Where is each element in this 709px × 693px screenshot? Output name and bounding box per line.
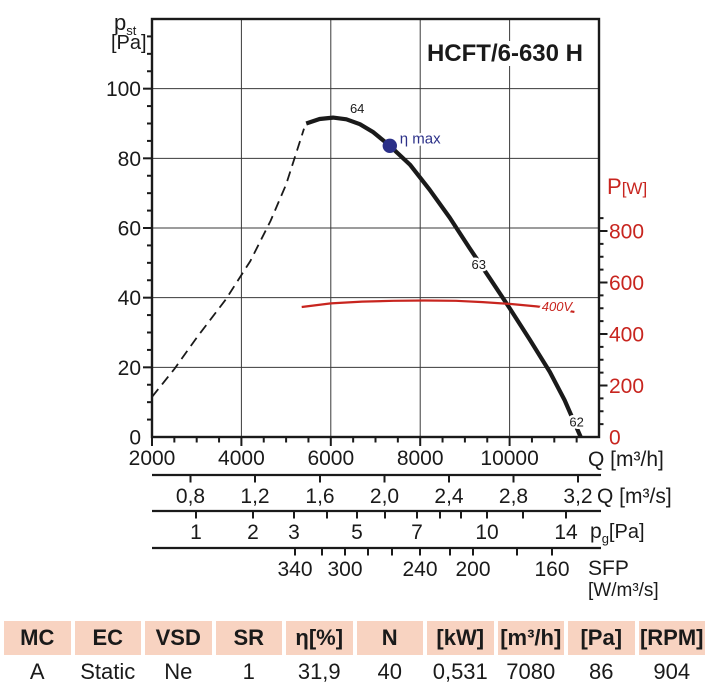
svg-text:80: 80	[118, 148, 141, 171]
svg-text:pst: pst	[114, 10, 137, 38]
svg-text:P[W]: P[W]	[607, 174, 647, 199]
svg-text:[W/m³/s]: [W/m³/s]	[588, 580, 659, 601]
svg-text:2,4: 2,4	[434, 485, 464, 508]
cell-vsd: Ne	[145, 655, 212, 689]
cell-eta: 31,9	[286, 655, 353, 689]
svg-text:20: 20	[118, 357, 141, 380]
svg-text:[Pa]: [Pa]	[111, 32, 147, 54]
chart-title: HCFT/6-630 H	[423, 37, 586, 71]
svg-text:340: 340	[277, 558, 312, 581]
cell-n: 40	[356, 655, 423, 689]
eta-max-marker	[382, 138, 398, 153]
svg-text:800: 800	[609, 221, 644, 244]
left-axis: 0 20 40 60 80 100 pst[Pa]	[106, 10, 151, 450]
cell-kw: 0,531	[427, 655, 494, 689]
svg-text:η max: η max	[400, 130, 441, 147]
col-header-eta: η[%]	[286, 621, 353, 655]
svg-text:SFP: SFP	[588, 557, 629, 580]
svg-text:300: 300	[327, 558, 362, 581]
col-header-rpm: [RPM]	[638, 621, 705, 655]
svg-text:1: 1	[190, 521, 202, 544]
col-header-m3h: [m³/h]	[497, 621, 564, 655]
svg-text:14: 14	[554, 521, 578, 544]
svg-text:1,6: 1,6	[305, 485, 334, 508]
svg-text:100: 100	[106, 78, 141, 101]
svg-text:3,2: 3,2	[563, 485, 592, 508]
right-axis: 0 200 400 600 800 P[W]	[600, 174, 647, 450]
svg-text:Q [m³/h]: Q [m³/h]	[588, 448, 664, 471]
svg-text:400: 400	[609, 324, 644, 347]
fan-curve	[305, 115, 583, 438]
svg-text:63: 63	[472, 257, 486, 272]
cell-pa: 86	[568, 655, 635, 689]
svg-text:3: 3	[288, 521, 300, 544]
col-header-n: N	[356, 621, 423, 655]
svg-text:2: 2	[247, 521, 259, 544]
cell-sr: 1	[215, 655, 282, 689]
svg-text:2000: 2000	[129, 447, 176, 470]
svg-text:60: 60	[118, 218, 141, 241]
col-header-pa: [Pa]	[568, 621, 635, 655]
svg-text:10: 10	[475, 521, 498, 544]
x-axis: 2000 4000 6000 8000 10000 Q [m³/h]	[129, 438, 664, 471]
svg-text:200: 200	[609, 375, 644, 398]
svg-text:1,2: 1,2	[240, 485, 269, 508]
sub-axis-dynamic-pressure: 1 2 3 5 7 10 14 pg[Pa]	[152, 509, 645, 546]
svg-text:8000: 8000	[397, 447, 444, 470]
svg-text:400V: 400V	[542, 299, 574, 314]
svg-text:62: 62	[569, 414, 583, 429]
svg-text:Q [m³/s]: Q [m³/s]	[597, 485, 672, 508]
svg-text:7: 7	[411, 521, 423, 544]
sub-axis-flow-m3s: 0,8 1,2 1,6 2,0 2,4 2,8 3,2 Q [m³/s]	[152, 473, 672, 508]
plot-border	[150, 17, 601, 439]
col-header-vsd: VSD	[145, 621, 212, 655]
col-header-ec: EC	[74, 621, 141, 655]
sub-axis-sfp: 340 300 240 200 160 SFP[W/m³/s]	[152, 546, 659, 601]
col-header-mc: MC	[4, 621, 71, 655]
svg-text:5: 5	[351, 521, 363, 544]
cell-mc: A	[4, 655, 71, 689]
performance-table: MC EC VSD SR η[%] N [kW] [m³/h] [Pa] [RP…	[0, 621, 709, 689]
grid	[152, 19, 599, 437]
col-header-sr: SR	[215, 621, 282, 655]
svg-text:0: 0	[609, 427, 621, 450]
curve-labels: 64 63 62 400V	[347, 98, 586, 431]
svg-text:2,8: 2,8	[499, 485, 528, 508]
svg-text:6000: 6000	[307, 447, 354, 470]
svg-text:160: 160	[534, 558, 569, 581]
svg-text:pg[Pa]: pg[Pa]	[590, 520, 645, 546]
svg-text:40: 40	[118, 287, 141, 310]
svg-text:10000: 10000	[480, 447, 538, 470]
svg-text:0: 0	[129, 427, 141, 450]
cell-rpm: 904	[638, 655, 705, 689]
svg-text:64: 64	[350, 101, 364, 116]
table-header-row: MC EC VSD SR η[%] N [kW] [m³/h] [Pa] [RP…	[0, 621, 709, 655]
svg-text:0,8: 0,8	[176, 485, 205, 508]
svg-text:4000: 4000	[218, 447, 265, 470]
performance-chart: 0 20 40 60 80 100 pst [Pa] 2000 4000 6000 8000 10000…	[106, 10, 672, 601]
svg-text:HCFT/6-630 H: HCFT/6-630 H	[427, 40, 583, 67]
power-curve-400v	[301, 299, 575, 313]
cell-m3h: 7080	[497, 655, 564, 689]
col-header-kw: [kW]	[427, 621, 494, 655]
svg-text:240: 240	[402, 558, 437, 581]
svg-text:2,0: 2,0	[370, 485, 399, 508]
fan-curve-dashed	[151, 128, 305, 398]
cell-ec: Static	[74, 655, 141, 689]
svg-text:200: 200	[455, 558, 490, 581]
table-value-row: A Static Ne 1 31,9 40 0,531 7080 86 904	[0, 655, 709, 689]
svg-text:600: 600	[609, 272, 644, 295]
duty-point: η max	[382, 128, 444, 153]
